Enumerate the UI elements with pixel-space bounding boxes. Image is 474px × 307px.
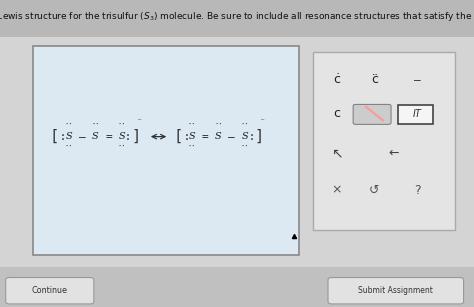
FancyBboxPatch shape (328, 278, 464, 304)
Text: Submit Assignment: Submit Assignment (358, 286, 433, 295)
Text: ]: ] (131, 129, 141, 144)
Text: [: [ (173, 129, 182, 144)
Text: ··: ·· (91, 122, 100, 128)
Text: ··: ·· (241, 122, 249, 128)
Text: :: : (248, 132, 254, 142)
Text: ↖: ↖ (331, 146, 342, 161)
Text: S: S (65, 132, 72, 141)
Text: ↺: ↺ (369, 184, 380, 197)
Text: ··: ·· (214, 122, 223, 128)
FancyBboxPatch shape (353, 104, 391, 124)
Text: c̈: c̈ (371, 73, 378, 86)
Text: IT: IT (413, 109, 421, 119)
Text: —: — (138, 117, 141, 122)
Text: S: S (92, 132, 99, 141)
Text: ?: ? (414, 184, 420, 197)
Text: —: — (228, 132, 235, 142)
Text: :: : (60, 132, 66, 142)
Text: S: S (118, 132, 125, 141)
Text: —: — (79, 132, 85, 142)
Text: ··: ·· (64, 144, 73, 150)
Text: Continue: Continue (32, 286, 68, 295)
Text: c: c (333, 107, 340, 120)
Text: ··: ·· (118, 122, 126, 128)
Text: ··: ·· (118, 144, 126, 150)
Text: :: : (125, 132, 131, 142)
Text: S: S (242, 132, 248, 141)
Text: =: = (105, 132, 112, 142)
Text: ×: × (331, 184, 342, 197)
FancyBboxPatch shape (398, 105, 433, 124)
Text: ċ: ċ (333, 73, 340, 86)
Text: ··: ·· (241, 144, 249, 150)
FancyBboxPatch shape (33, 46, 299, 255)
Text: —: — (262, 117, 264, 122)
Text: —: — (414, 75, 420, 85)
Text: ←: ← (388, 147, 399, 160)
FancyBboxPatch shape (0, 0, 474, 37)
FancyBboxPatch shape (313, 52, 455, 230)
Text: [: [ (50, 129, 59, 144)
Text: ··: ·· (188, 144, 196, 150)
Text: =: = (202, 132, 209, 142)
Text: :: : (183, 132, 189, 142)
Text: Draw the Lewis structure for the trisulfur $(S_3)$ molecule. Be sure to include : Draw the Lewis structure for the trisulf… (0, 10, 474, 23)
Text: S: S (189, 132, 195, 141)
FancyBboxPatch shape (6, 278, 94, 304)
Text: ··: ·· (188, 122, 196, 128)
Text: ··: ·· (64, 122, 73, 128)
Text: ]: ] (255, 129, 264, 144)
FancyBboxPatch shape (0, 267, 474, 307)
Text: S: S (215, 132, 222, 141)
